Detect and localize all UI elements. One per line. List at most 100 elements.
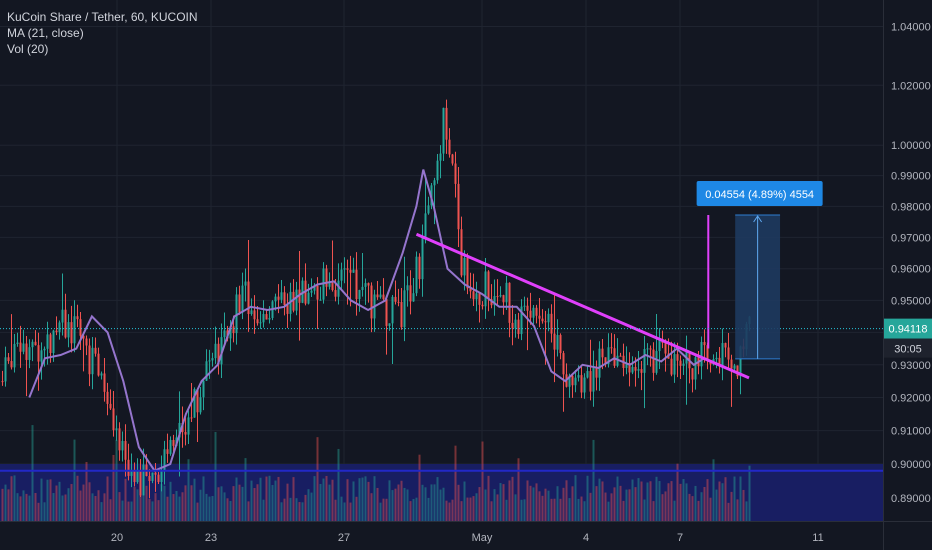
candle-body [487,271,490,300]
volume-bar [121,500,124,521]
volume-bar [706,479,709,521]
volume-bar [736,499,739,521]
candle-body [352,269,355,273]
x-tick-label: 11 [812,532,823,544]
volume-bar [352,481,355,521]
candle-body [16,342,19,344]
volume-bar [424,487,427,521]
volume-bar [148,498,151,521]
candle-body [445,107,448,140]
volume-bar [46,479,49,521]
volume-bar [28,495,31,521]
volume-bar [610,493,613,521]
volume-bar [337,448,340,521]
volume-bar [79,490,82,521]
candle-body [223,330,226,338]
legend-symbol[interactable]: KuCoin Share / Tether, 60, KUCOIN [7,10,198,24]
volume-bar [286,483,289,521]
last-price-tag-text: 0.94118 [889,324,928,336]
volume-bar [718,481,721,521]
candle-body [82,335,85,339]
volume-bar [49,479,52,521]
volume-bar [253,488,256,521]
volume-bar [40,478,43,521]
candle-body [706,345,709,362]
candle-body [544,321,547,323]
volume-bar [340,496,343,521]
candle-body [196,389,199,413]
measure-arrow-head [753,215,763,223]
volume-bar [622,500,625,521]
volume-bar [163,485,166,521]
volume-bar [319,483,322,521]
volume-bar [688,493,691,521]
volume-bar [133,487,136,521]
volume-bar [7,489,10,521]
candle-body [1,381,4,383]
volume-bar [643,499,646,521]
volume-bar [367,481,370,521]
candle-body [343,268,346,270]
candle-body [721,343,724,367]
candle-body [178,422,181,438]
candle-body [670,358,673,375]
candle-body [55,330,58,333]
volume-bar [496,494,499,521]
candle-body [556,335,559,350]
volume-bar [562,487,565,521]
candle-body [91,347,94,375]
volume-bar [112,454,115,521]
volume-bar [628,489,631,521]
volume-bar [388,480,391,521]
candle-body [727,347,730,360]
candle-body [331,282,334,291]
volume-bar [94,495,97,521]
y-tick-label: 0.95000 [891,295,931,307]
candle-body [616,355,619,366]
volume-bar [88,482,91,521]
candle-body [442,107,445,154]
volume-bar [22,490,25,521]
volume-bar [703,486,706,521]
volume-bar [607,501,610,521]
candle-body [454,163,457,184]
candle-body [262,314,265,323]
candle-body [328,282,331,287]
candle-body [691,368,694,380]
volume-bar [283,498,286,521]
candle-body [451,154,454,164]
volume-bar [715,489,718,521]
volume-bar [268,475,271,521]
volume-bar [325,475,328,521]
volume-bar [220,486,223,521]
y-tick-label: 0.96000 [891,264,931,276]
candle-body [166,449,169,454]
volume-bar [625,489,628,521]
candle-body [493,296,496,306]
volume-bar [631,479,634,521]
volume-bar [139,490,142,521]
volume-bar [43,502,46,521]
legend-ma[interactable]: MA (21, close) [7,26,84,40]
candle-body [124,441,127,460]
volume-bar [526,480,529,521]
ma-line [28,169,705,472]
legend-vol[interactable]: Vol (20) [7,42,49,56]
volume-bar [595,486,598,521]
volume-bar [226,498,229,521]
volume-bar [568,498,571,521]
candle-body [436,160,439,181]
y-tick-label: 0.97000 [891,232,931,244]
volume-bar [550,498,553,521]
candle-body [187,417,190,435]
candle-body [652,349,655,373]
candle-body [580,375,583,393]
volume-bar [16,493,19,521]
candle-body [208,360,211,362]
candle-body [37,345,40,362]
candle-body [349,269,352,273]
volume-bar [544,488,547,521]
volume-bar [265,476,268,521]
volume-bar [199,489,202,521]
